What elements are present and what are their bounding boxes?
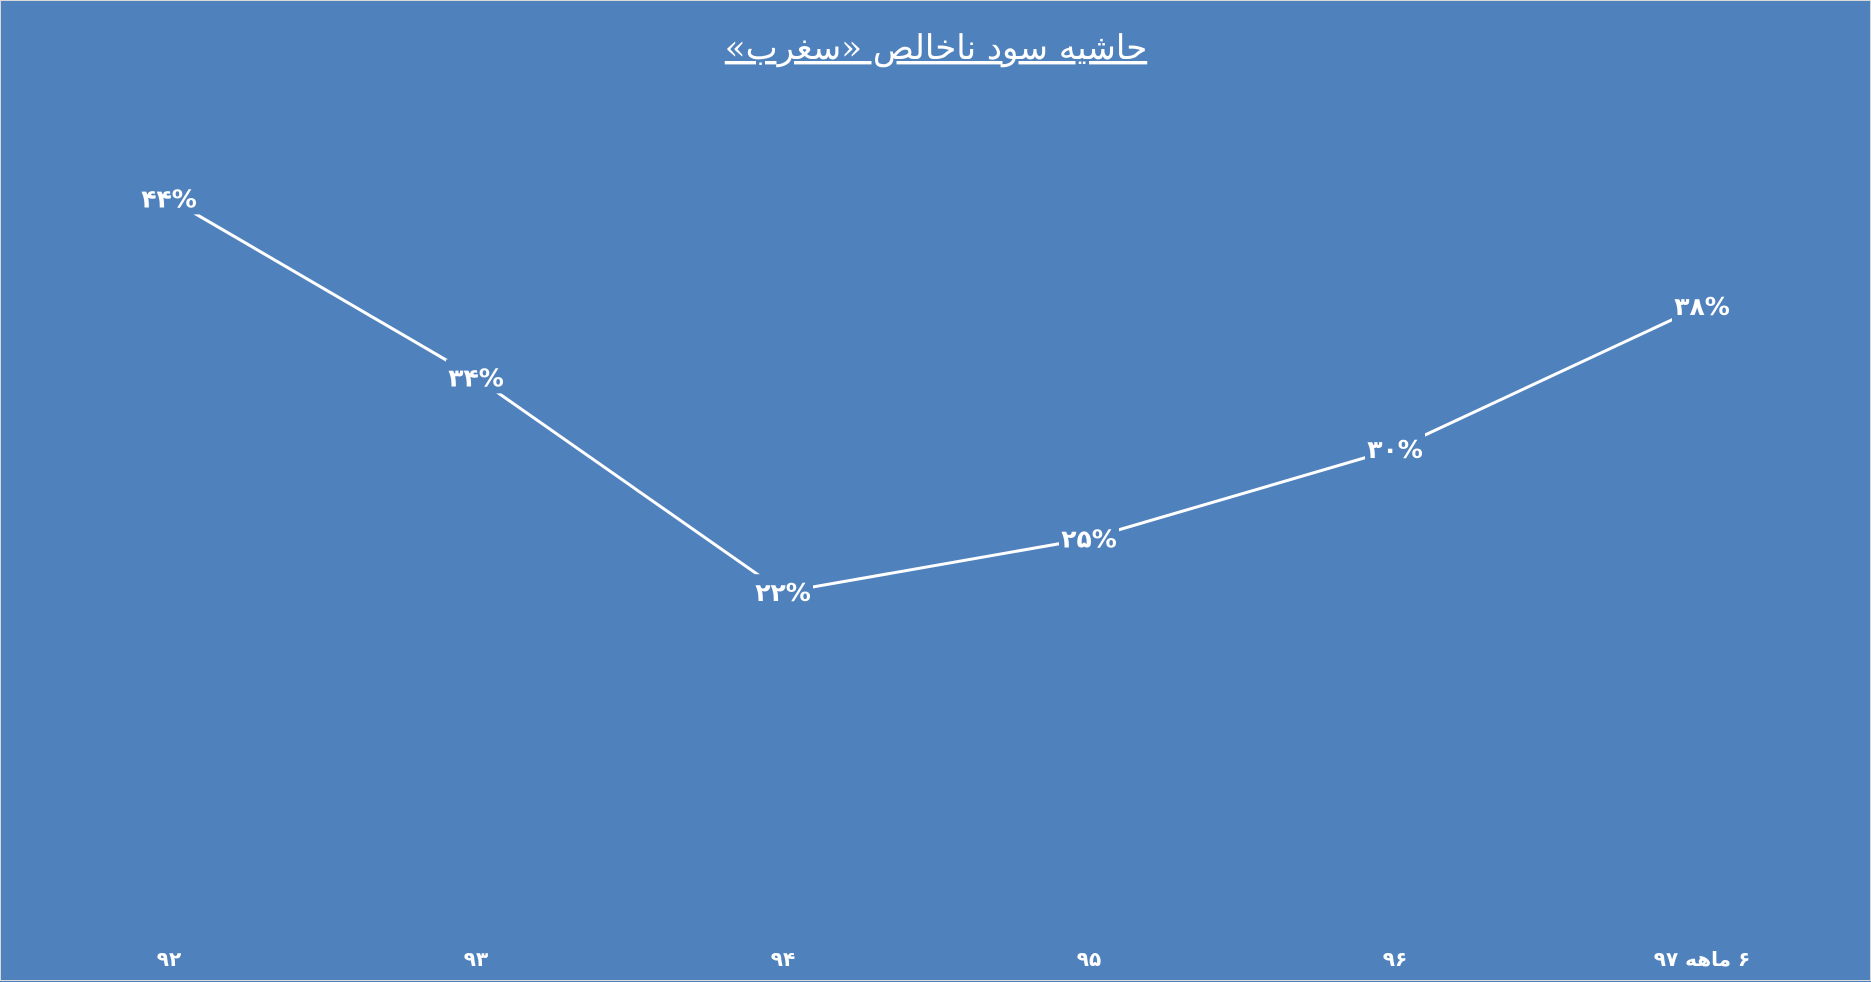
- data-label-background: [139, 180, 199, 215]
- chart-title: حاشیه سود ناخالص «سغرب»: [725, 28, 1147, 68]
- data-label: ۳۸%: [1674, 292, 1730, 321]
- data-label: ۲۵%: [1061, 525, 1117, 554]
- data-label-background: [446, 359, 506, 394]
- data-label-background: [1672, 287, 1732, 322]
- data-label-background: [1059, 520, 1119, 555]
- data-label-background: [1365, 431, 1425, 465]
- x-tick-label: ۹۳: [464, 947, 488, 971]
- x-tick-label: ۹۲: [157, 947, 181, 971]
- x-tick-label: ۹۶: [1383, 947, 1407, 971]
- data-label: ۴۴%: [141, 184, 197, 213]
- series-line: [168, 197, 1703, 594]
- x-tick-label: ۹۴: [771, 947, 795, 971]
- data-label: ۳۰%: [1367, 435, 1423, 464]
- x-axis-ticks: ۹۲ ۹۳ ۹۴ ۹۵ ۹۶ ۶ ماهه ۹۷: [157, 947, 1750, 971]
- x-tick-label: ۶ ماهه ۹۷: [1654, 947, 1750, 971]
- data-label-background: [753, 574, 813, 609]
- data-label: ۳۴%: [448, 363, 504, 392]
- data-label: ۲۲%: [755, 578, 811, 607]
- drop-lines: [168, 216, 1703, 916]
- x-tick-label: ۹۵: [1077, 947, 1101, 971]
- data-labels: ۴۴% ۳۴% ۲۲% ۲۵% ۳۰% ۳۸%: [139, 180, 1732, 609]
